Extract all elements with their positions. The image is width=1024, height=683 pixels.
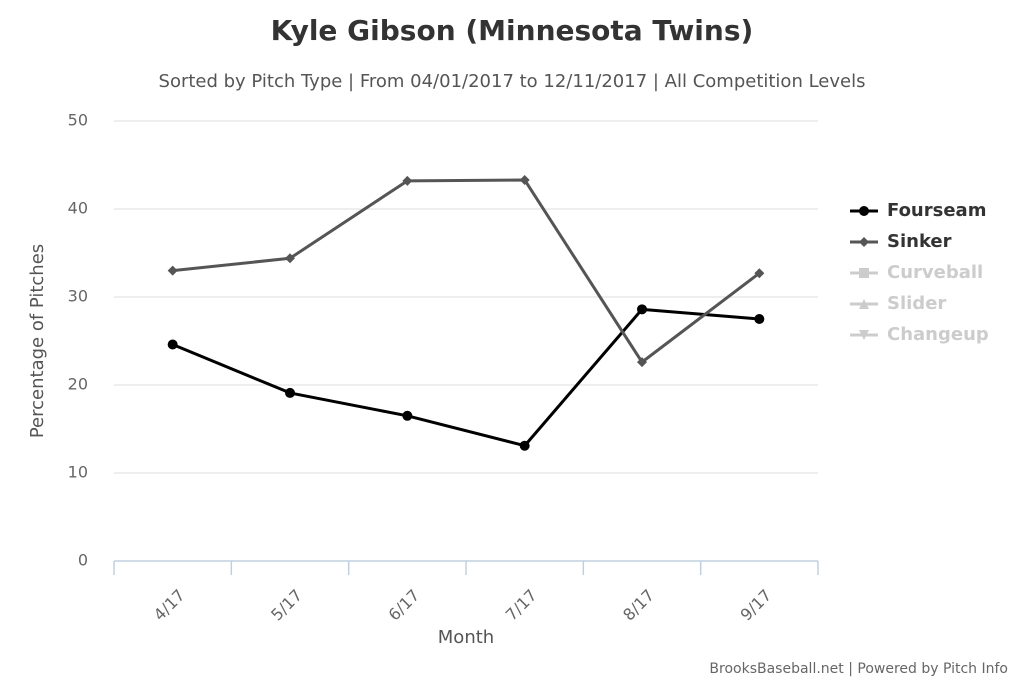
data-point [402,175,413,186]
data-point [519,440,530,451]
data-point [167,339,178,350]
data-point [637,304,647,315]
legend-label: Sinker [887,231,952,252]
data-point [167,265,178,276]
x-tick-label: 5/17 [267,586,306,625]
data-point [637,357,647,368]
x-tick-label: 8/17 [619,586,658,625]
legend-marker [859,330,869,340]
y-tick-label: 30 [68,287,88,306]
series-line [172,307,760,448]
x-axis-label: Month [438,627,494,648]
data-point [754,314,765,324]
x-tick-label: 9/17 [736,586,775,625]
y-axis-label: Percentage of Pitches [27,244,48,438]
legend-marker [859,206,869,216]
data-point [285,387,295,398]
x-tick-label: 4/17 [150,586,189,625]
credit: BrooksBaseball.net | Powered by Pitch In… [709,661,1008,677]
data-point [402,410,413,421]
legend-marker [859,299,869,309]
chart-subtitle: Sorted by Pitch Type | From 04/01/2017 t… [159,71,866,92]
y-tick-label: 20 [68,375,88,394]
chart-title: Kyle Gibson (Minnesota Twins) [271,14,754,47]
legend-label: Slider [887,293,946,314]
legend-marker [859,237,869,247]
y-tick-label: 10 [68,463,88,482]
legend-label: Fourseam [887,200,986,221]
series-line [172,178,761,364]
legend-marker [859,268,869,278]
data-point [754,268,765,279]
x-tick-label: 7/17 [502,586,541,625]
legend-label: Changeup [887,324,989,345]
data-point [285,253,295,264]
legend-label: Curveball [887,262,983,283]
x-tick-label: 6/17 [384,586,423,625]
y-tick-label: 40 [68,199,88,218]
y-tick-label: 50 [68,111,88,130]
y-tick-label: 0 [78,551,88,570]
data-point [519,174,530,185]
